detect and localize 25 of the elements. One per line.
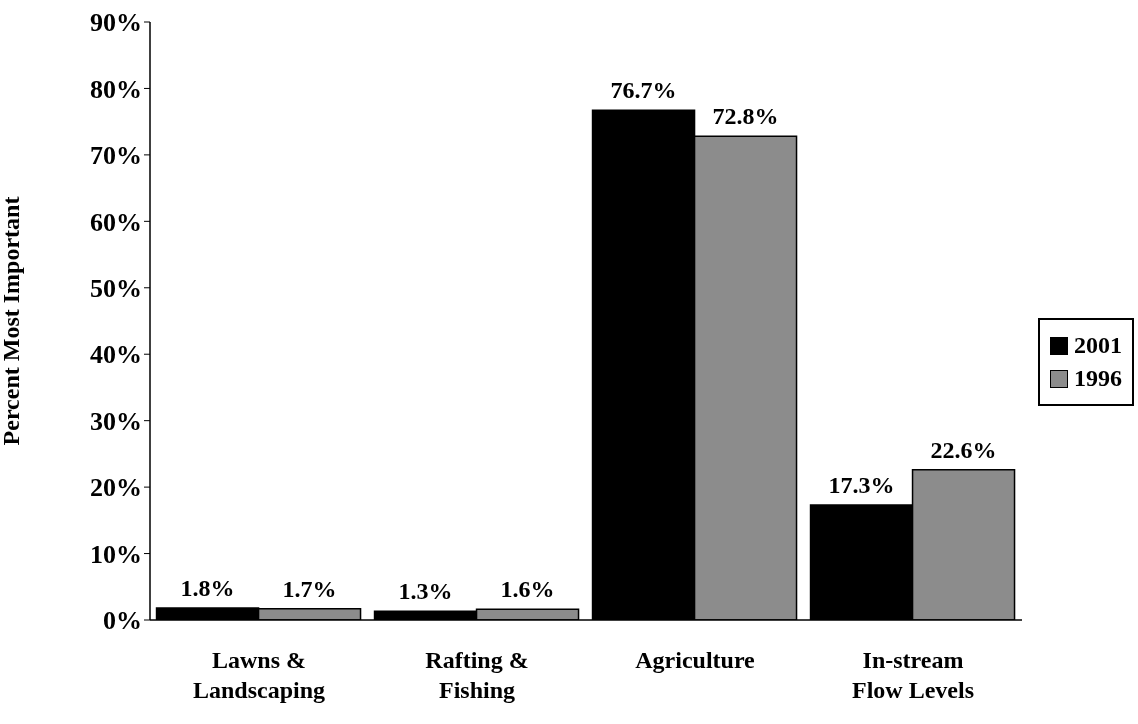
data-label: 76.7% (610, 77, 677, 104)
data-label: 1.7% (282, 575, 337, 602)
data-label: 17.3% (828, 472, 895, 499)
y-tick-label: 40% (90, 340, 142, 370)
y-tick-label: 20% (90, 473, 142, 503)
y-tick-label: 90% (90, 8, 142, 38)
x-tick-label: In-stream Flow Levels (852, 647, 974, 703)
legend-label: 1996 (1074, 365, 1122, 392)
data-label: 72.8% (712, 103, 779, 130)
y-tick-label: 0% (103, 606, 142, 636)
y-axis-title: Percent Most Important (0, 196, 24, 446)
data-label: 1.3% (398, 578, 453, 605)
y-tick-label: 70% (90, 141, 142, 171)
y-tick-label: 50% (90, 274, 142, 304)
y-tick-label: 80% (90, 74, 142, 104)
x-tick-label: Rafting & Fishing (425, 647, 529, 703)
data-label: 1.6% (500, 576, 555, 603)
legend-label: 2001 (1074, 332, 1122, 359)
y-tick-label: 30% (90, 406, 142, 436)
data-label: 22.6% (930, 436, 997, 463)
x-tick-label: Lawns & Landscaping (192, 647, 326, 703)
x-tick-label: Agriculture (635, 647, 756, 673)
y-tick-label: 10% (90, 539, 142, 569)
data-label: 1.8% (180, 575, 235, 602)
y-tick-label: 60% (90, 207, 142, 237)
